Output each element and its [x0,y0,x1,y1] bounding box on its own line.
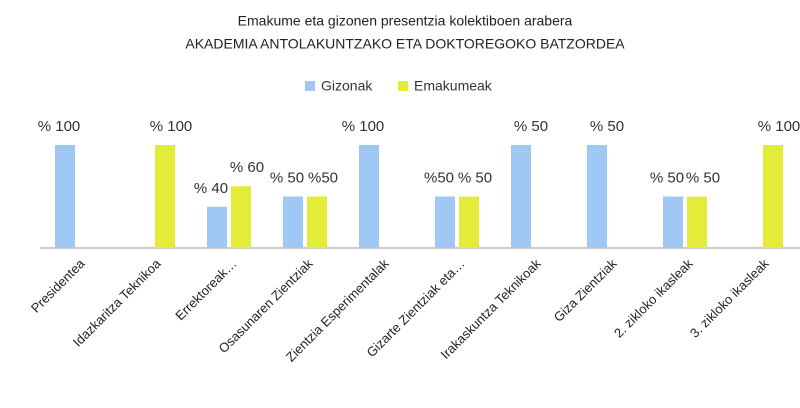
data-label: % 100 [38,118,81,135]
bar [587,145,607,248]
chart-title: Emakume eta gizonen presentzia kolektibo… [238,13,573,29]
legend-label: Emakumeak [414,78,493,94]
x-tick-label: Presidentea [28,255,88,315]
bar [207,206,227,248]
legend-label: Gizonak [321,78,373,94]
data-label: % 100 [342,118,385,135]
bar [663,196,683,248]
annotation: % 50 [590,118,624,135]
bar [459,196,479,248]
bar [511,145,531,248]
data-label: % 60 [230,159,264,176]
data-label: % 50 [686,169,720,186]
bar [687,196,707,248]
data-label: % 50 [270,169,304,186]
bar [155,145,175,248]
x-tick-label: Errektoreak… [172,256,239,323]
data-label: % 40 [194,180,228,197]
bar [307,196,327,248]
x-tick-label: Giza Zientziak [551,256,620,325]
chart-subtitle: AKADEMIA ANTOLAKUNTZAKO ETA DOKTOREGOKO … [185,36,625,52]
annotation: % 50 [514,118,548,135]
bar [231,186,251,248]
data-label: % 100 [758,118,800,135]
legend-swatch [398,81,408,91]
bar [283,196,303,248]
bar [435,196,455,248]
bar [763,145,783,248]
data-label: %50 [308,169,338,186]
data-label: % 100 [150,118,193,135]
bar [55,145,75,248]
legend-swatch [305,81,315,91]
bar [359,145,379,248]
data-label: %50 [424,169,454,186]
x-tick-label: 3. zikloko ikasleak [687,256,772,341]
data-label: % 50 [650,169,684,186]
x-tick-label: 2. zikloko ikasleak [611,256,696,341]
data-label: % 50 [458,169,492,186]
